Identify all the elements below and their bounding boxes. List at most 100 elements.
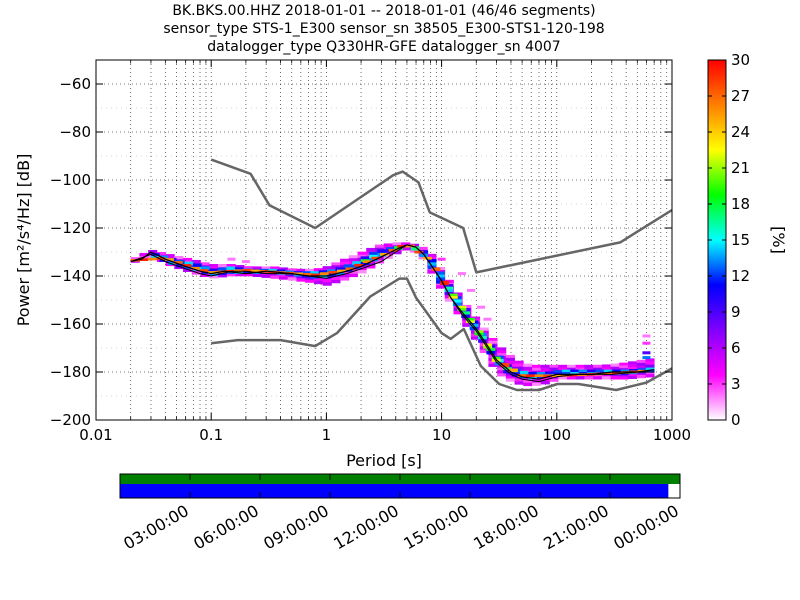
histogram-cell [305,279,315,283]
histogram-cell [176,263,185,268]
colorbar-tick-label: 12 [731,267,750,285]
histogram-cell [497,367,507,371]
histogram-cell [636,359,646,364]
histogram-cell [551,374,561,378]
histogram-cell [575,364,585,368]
histogram-cell [377,249,387,254]
timeline-tick-label: 03:00:00 [120,501,192,553]
histogram-cell [360,262,370,266]
histogram-cell [251,269,261,273]
histogram-cell [619,365,629,369]
y-tick-label: −80 [59,123,91,141]
histogram-cell [491,359,501,362]
colorbar-tick-label: 24 [731,123,750,141]
histogram-cell [479,349,489,354]
histogram-cell [483,345,493,349]
histogram-cell [636,374,646,379]
histogram-cell [540,364,550,369]
histogram-cell [566,367,577,371]
timeline-tick-label: 09:00:00 [260,501,332,553]
histogram-cell [627,361,638,365]
histogram-cell [523,382,533,387]
histogram-cell [620,369,630,373]
histogram-cell [234,267,244,271]
histogram-cell [270,275,280,279]
histogram-cell [532,367,542,372]
histogram-cell [488,340,498,344]
histogram-outlier-cell [642,341,651,345]
histogram-cell [497,353,507,357]
timeline-tick-label: 12:00:00 [330,501,402,553]
histogram-cell [470,336,481,340]
histogram-cell [200,273,210,277]
histogram-cell [319,272,329,275]
y-tick-label: −140 [50,267,91,285]
histogram-cell [419,250,429,254]
title-line-3: datalogger_type Q330HR-GFE datalogger_sn… [207,39,561,55]
histogram-cell [462,323,472,327]
histogram-cell [174,256,184,260]
histogram-cell [201,266,211,271]
histogram-cell [305,277,315,281]
histogram-cell [287,277,297,281]
histogram-cell [357,270,367,274]
histogram-outlier-cell [642,334,651,338]
histogram-outlier-cell [642,351,651,355]
y-axis-label: Power [m²/s⁴/Hz] [dB] [14,154,33,327]
psd-processed-bar [120,484,669,498]
histogram-cell [601,376,611,380]
histogram-cell [209,275,219,279]
histogram-cell [261,274,271,278]
histogram-cell [566,364,577,368]
histogram-cell [619,373,629,377]
nhnm-line [210,158,672,274]
histogram-cell [479,330,489,335]
histogram-cell [397,244,407,248]
histogram-cell [593,376,603,380]
histogram-cell [505,378,515,382]
histogram-cell [645,361,655,365]
histogram-cell [549,367,559,371]
histogram-cell [336,269,346,273]
histogram-cell [497,370,507,374]
histogram-outlier-cell [642,356,651,360]
histogram-cell [561,372,571,375]
histogram-cell [278,267,289,271]
histogram-cell [587,369,596,373]
coverage-timeline: 03:00:0006:00:0009:00:0012:00:0015:00:00… [119,473,682,553]
histogram-cell [610,366,620,371]
histogram-cell [427,270,437,274]
y-tick-label: −60 [59,75,91,93]
x-axis-ticks: 0.01 0.1 1 10 100 1000 [79,60,691,444]
histogram-cell [452,302,462,307]
histogram-cell [427,253,437,258]
nlnm-line [211,277,672,392]
y-tick-label: −100 [50,171,91,189]
colorbar-tick-label: 30 [731,51,750,69]
x-axis-label: Period [s] [346,451,422,470]
histogram-cell [340,277,350,281]
histogram-cell [519,370,529,375]
histogram-cell [156,257,166,260]
x-tick-label: 100 [542,426,571,444]
histogram-cell [584,376,594,380]
histogram-cell [549,364,559,368]
histogram-cell [561,369,571,373]
histogram-cell [183,268,193,272]
histogram-cell [139,258,149,262]
histogram-cell [578,369,588,373]
histogram-cell [414,250,424,254]
histogram-cell [494,362,504,366]
histogram-cell [130,257,140,261]
timeline-tick-label: 15:00:00 [400,501,472,553]
histogram-cell [371,256,381,260]
histogram-outlier-cell [241,260,250,264]
histogram-cell [532,382,542,386]
histogram-cell [199,269,209,272]
histogram-cell [191,259,201,264]
histogram-cell [601,367,611,371]
histogram-cell [612,369,622,373]
histogram-cell [497,347,507,351]
histogram-cell [278,273,289,277]
histogram-cell [362,260,372,264]
